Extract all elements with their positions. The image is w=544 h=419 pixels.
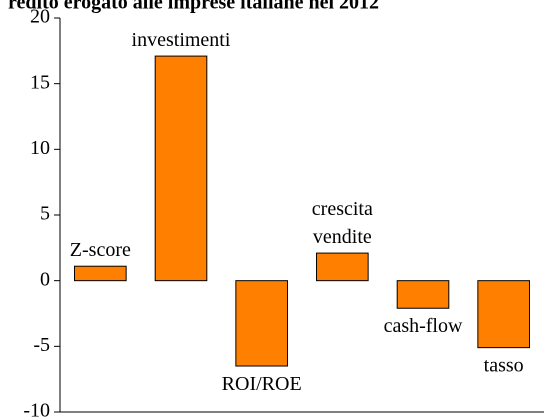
y-tick-label: -5 [33, 334, 50, 356]
bar [396, 280, 450, 309]
bar-label: ROI/ROE [222, 373, 302, 395]
bar [316, 252, 369, 282]
bar-label: cash-flow [384, 315, 463, 337]
y-tick-label: 5 [40, 203, 50, 225]
bar-label: tasso [484, 354, 524, 376]
bar [235, 280, 288, 367]
bar-label: investimenti [132, 29, 231, 51]
bar [74, 265, 127, 282]
bar-label: Z-score [70, 239, 131, 261]
y-tick-label: 10 [30, 137, 50, 159]
chart-title: redito erogato alle imprese italiane nel… [8, 0, 379, 14]
bar [477, 280, 530, 349]
y-tick-label: 20 [30, 6, 50, 28]
y-tick-label: -10 [23, 400, 50, 419]
y-tick-label: 15 [30, 71, 50, 93]
y-tick-label: 0 [40, 268, 50, 290]
bar-label: crescita vendite [312, 198, 373, 248]
bar [154, 55, 208, 282]
